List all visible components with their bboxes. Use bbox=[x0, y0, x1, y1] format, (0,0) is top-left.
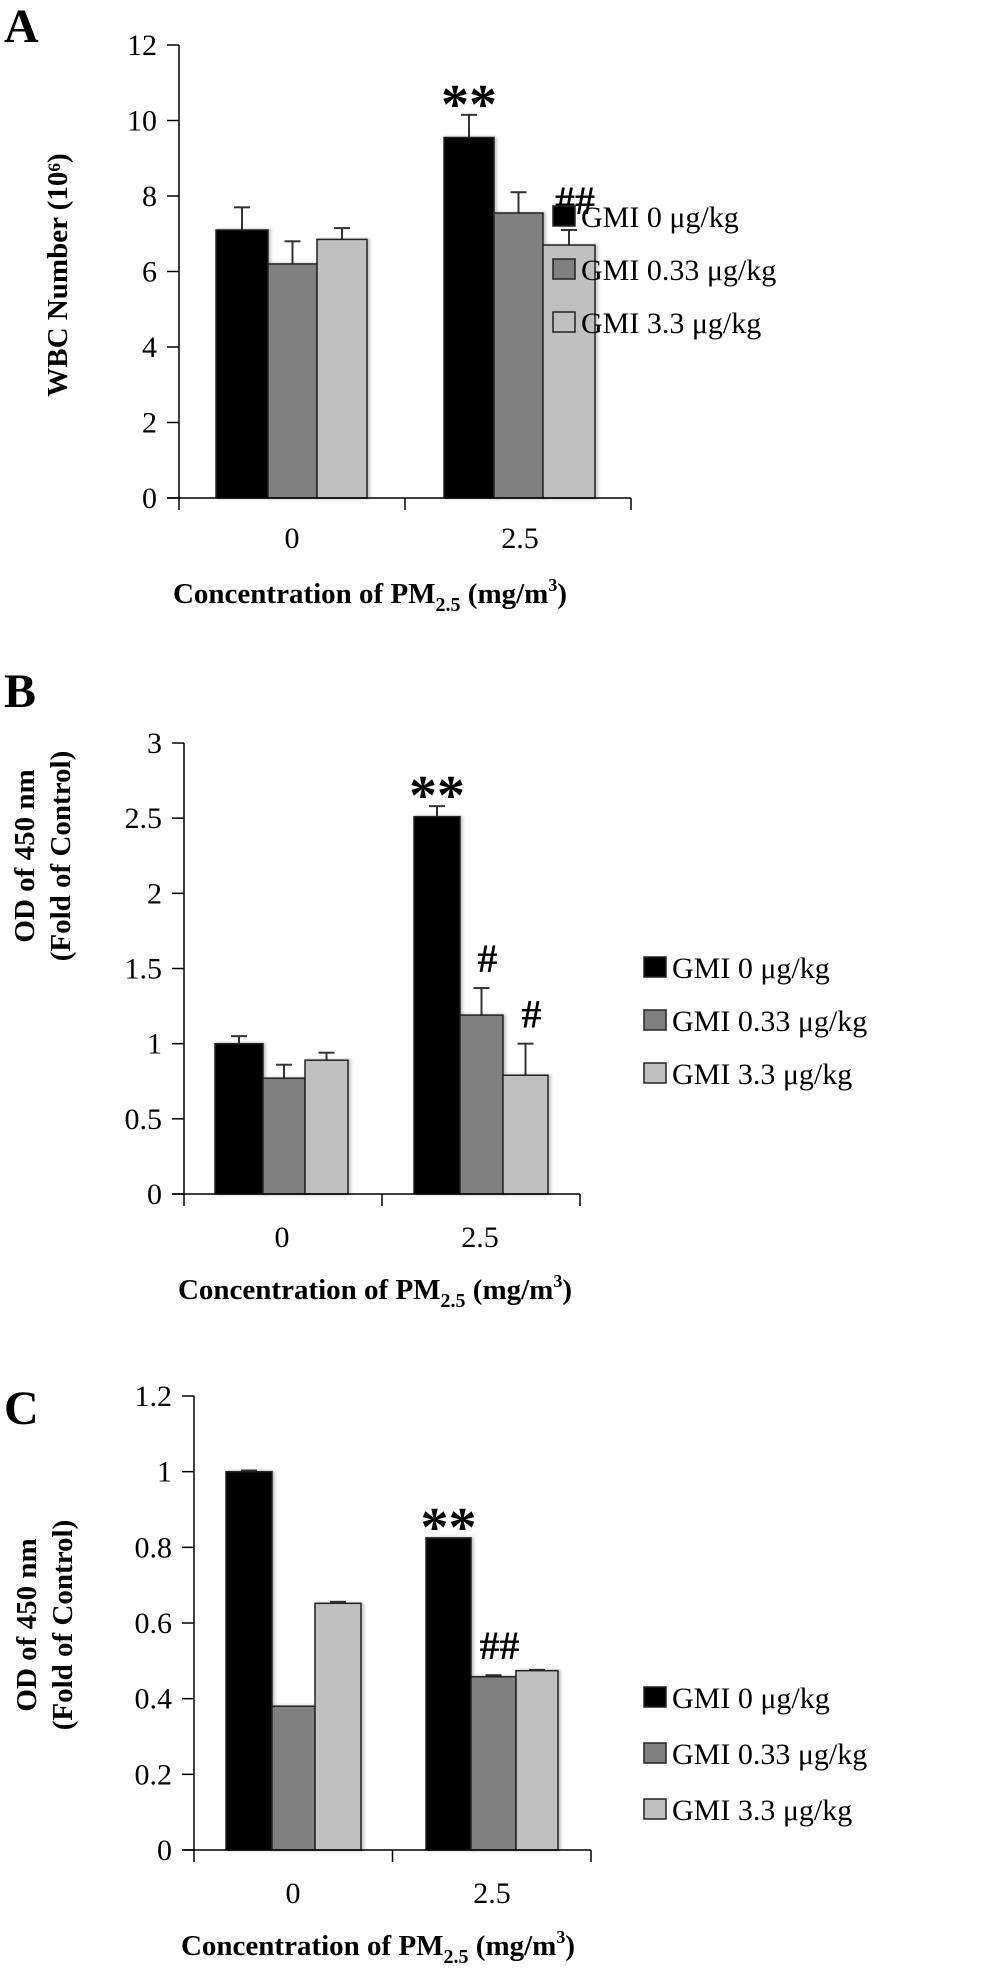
y-tick-label: 1 bbox=[157, 1456, 172, 1489]
bar-a-0-2 bbox=[316, 238, 368, 499]
y-tick-label: 12 bbox=[127, 29, 157, 62]
bar-c-0-1 bbox=[271, 1705, 316, 1851]
legend-swatch bbox=[643, 1798, 667, 1820]
x-axis-title: Concentration of PM2.5 (mg/m3) bbox=[178, 1271, 572, 1312]
significance-hash: # bbox=[522, 992, 542, 1037]
legend-swatch bbox=[643, 1742, 667, 1764]
y-tick-label: 8 bbox=[142, 180, 157, 213]
panel-b: B 0 0.5 1 1.5 2 2.5 3 0 2.5 ** # # Concentration of P… bbox=[4, 665, 867, 1312]
y-tick-label: 1 bbox=[147, 1028, 162, 1061]
bar-a-0-0 bbox=[215, 229, 269, 499]
legend-swatch bbox=[552, 311, 576, 333]
legend-label: GMI 0.33 μg/kg bbox=[672, 1738, 867, 1771]
x-axis-title: Concentration of PM2.5 (mg/m3) bbox=[173, 575, 567, 616]
y-tick-label: 0 bbox=[147, 1178, 162, 1211]
y-tick-label: 0.8 bbox=[135, 1531, 173, 1564]
significance-hash: ## bbox=[480, 1623, 520, 1668]
x-tick-label: 2.5 bbox=[473, 1877, 511, 1910]
y-tick-label: 0.4 bbox=[135, 1683, 173, 1716]
y-tick-label: 1.2 bbox=[135, 1380, 173, 1413]
y-tick-label: 0 bbox=[157, 1834, 172, 1867]
bar-c-1-2 bbox=[515, 1669, 559, 1851]
y-tick-label: 0.5 bbox=[125, 1103, 163, 1136]
legend-swatch bbox=[643, 956, 667, 978]
y-tick-label: 0.2 bbox=[135, 1758, 173, 1791]
legend: GMI 0 μg/kg GMI 0.33 μg/kg GMI 3.3 μg/kg bbox=[643, 1682, 867, 1827]
legend: GMI 0 μg/kg GMI 0.33 μg/kg GMI 3.3 μg/kg bbox=[643, 952, 867, 1091]
x-tick-label: 2.5 bbox=[461, 1221, 499, 1254]
bar-b-1-1 bbox=[459, 1014, 504, 1195]
legend-swatch bbox=[552, 258, 576, 280]
panel-letter: B bbox=[4, 665, 36, 718]
y-tick-label: 0 bbox=[142, 482, 157, 515]
legend-label: GMI 0.33 μg/kg bbox=[672, 1005, 867, 1038]
y-tick-label: 0.6 bbox=[135, 1607, 173, 1640]
panel-letter: A bbox=[4, 0, 39, 53]
panel-letter: C bbox=[4, 1382, 39, 1435]
y-tick-label: 4 bbox=[142, 331, 157, 364]
bar-b-1-0 bbox=[413, 815, 461, 1195]
x-tick-label: 0 bbox=[285, 522, 300, 555]
legend-label: GMI 0 μg/kg bbox=[672, 952, 830, 985]
x-axis-title: Concentration of PM2.5 (mg/m3) bbox=[181, 1927, 575, 1968]
y-axis-title: WBC Number (10⁶) bbox=[42, 153, 74, 396]
legend-label: GMI 3.3 μg/kg bbox=[581, 307, 761, 340]
bar-a-1-0 bbox=[443, 136, 495, 499]
legend-label: GMI 3.3 μg/kg bbox=[672, 1058, 852, 1091]
significance-hash: # bbox=[478, 936, 498, 981]
y-axis-title: OD of 450 nm (Fold of Control) bbox=[11, 1520, 79, 1731]
significance-stars: ** bbox=[409, 765, 465, 827]
bar-b-0-0 bbox=[214, 1042, 264, 1195]
legend-label: GMI 0.33 μg/kg bbox=[581, 254, 776, 287]
y-tick-label: 2 bbox=[142, 407, 157, 440]
y-tick-label: 10 bbox=[127, 105, 157, 138]
bar-a-1-1 bbox=[493, 212, 544, 499]
panel-c: C 0 0.2 0.4 0.6 0.8 1 1.2 0 2.5 ** ## Concentration … bbox=[4, 1380, 867, 1968]
y-tick-label: 2 bbox=[147, 877, 162, 910]
bar-a-0-1 bbox=[267, 263, 318, 499]
legend-swatch bbox=[643, 1062, 667, 1084]
legend-swatch bbox=[643, 1686, 667, 1708]
bar-b-0-1 bbox=[262, 1077, 306, 1195]
bar-a-1-2 bbox=[542, 244, 596, 499]
bar-c-0-0 bbox=[225, 1470, 273, 1851]
legend: GMI 0 μg/kg GMI 0.33 μg/kg GMI 3.3 μg/kg bbox=[552, 201, 776, 340]
y-tick-label: 2.5 bbox=[125, 802, 163, 835]
bar-b-0-2 bbox=[304, 1059, 349, 1195]
y-tick-label: 3 bbox=[147, 727, 162, 760]
x-tick-label: 0 bbox=[275, 1221, 290, 1254]
x-tick-label: 0 bbox=[286, 1877, 301, 1910]
legend-swatch bbox=[552, 205, 576, 227]
legend-label: GMI 0 μg/kg bbox=[672, 1682, 830, 1715]
y-tick-label: 1.5 bbox=[125, 953, 163, 986]
legend-swatch bbox=[643, 1009, 667, 1031]
bar-c-1-0 bbox=[425, 1537, 472, 1851]
legend-label: GMI 3.3 μg/kg bbox=[672, 1794, 852, 1827]
x-tick-label: 2.5 bbox=[501, 522, 539, 555]
bar-c-0-2 bbox=[314, 1602, 362, 1851]
significance-stars: ** bbox=[421, 1497, 477, 1559]
bar-c-1-1 bbox=[470, 1675, 517, 1851]
legend-label: GMI 0 μg/kg bbox=[581, 201, 739, 234]
y-tick-label: 6 bbox=[142, 256, 157, 289]
bar-b-1-2 bbox=[502, 1074, 549, 1195]
significance-stars: ** bbox=[441, 74, 497, 136]
y-axis-title: OD of 450 nm (Fold of Control) bbox=[9, 751, 77, 962]
